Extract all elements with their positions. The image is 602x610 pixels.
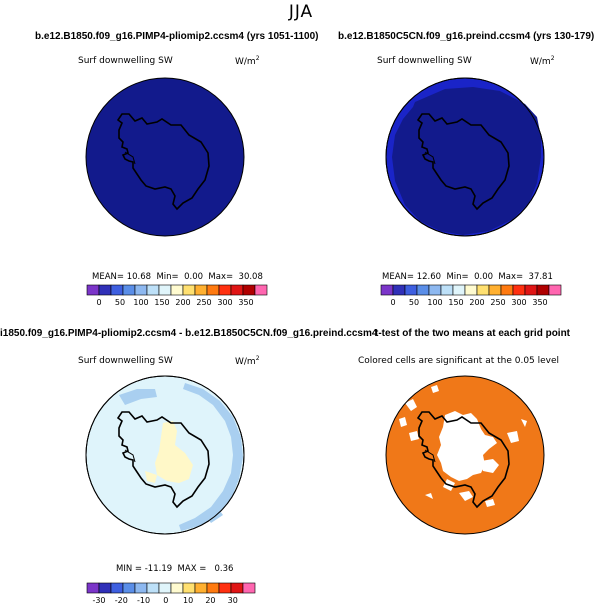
colorbar1-swatch-2 bbox=[404, 284, 418, 296]
panel1-title: b.e12.B1850.f09_g16.PIMP4-pliomip2.ccsm4… bbox=[35, 31, 319, 42]
panel2-antarctica-coastline bbox=[416, 113, 510, 211]
panel2-title: b.e12.B1850C5CN.f09_g16.preind.ccsm4 (yr… bbox=[338, 31, 595, 42]
colorbar1-swatch-12 bbox=[524, 284, 538, 296]
colorbar1-tick-7: 350 bbox=[532, 298, 547, 307]
colorbar0-swatch-14 bbox=[254, 284, 268, 296]
colorbar2-swatch-9 bbox=[194, 582, 208, 594]
colorbar0-tick-3: 150 bbox=[154, 298, 169, 307]
colorbar1-swatch-10 bbox=[500, 284, 514, 296]
colorbar0-swatch-2 bbox=[110, 284, 124, 296]
colorbar0-swatch-1 bbox=[98, 284, 112, 296]
colorbar1-swatch-5 bbox=[440, 284, 454, 296]
colorbar2-tick-6: 30 bbox=[228, 596, 238, 605]
panel3-antarctica-coastline bbox=[116, 411, 210, 509]
panel4-antarctica-coastline bbox=[416, 411, 510, 509]
colorbar1-tick-4: 200 bbox=[469, 298, 484, 307]
colorbar0-tick-4: 200 bbox=[175, 298, 190, 307]
panel2-map bbox=[385, 77, 545, 237]
colorbar0-tick-7: 350 bbox=[238, 298, 253, 307]
panel3-variable: Surf downwelling SW bbox=[78, 356, 173, 366]
colorbar2-swatch-3 bbox=[122, 582, 136, 594]
colorbar1-swatch-6 bbox=[452, 284, 466, 296]
colorbar1-tick-6: 300 bbox=[511, 298, 526, 307]
colorbar2-tick-3: 0 bbox=[163, 596, 168, 605]
season-title: JJA bbox=[288, 2, 314, 22]
panel1-variable: Surf downwelling SW bbox=[78, 56, 173, 66]
colorbar2-swatch-13 bbox=[242, 582, 256, 594]
colorbar0-swatch-0 bbox=[86, 284, 100, 296]
colorbar0-tick-5: 250 bbox=[196, 298, 211, 307]
panel3-units: W/m2 bbox=[235, 355, 260, 367]
colorbar1-tick-1: 50 bbox=[409, 298, 419, 307]
panel2-stats: MEAN= 12.60 Min= 0.00 Max= 37.81 bbox=[382, 272, 553, 282]
colorbar0-swatch-12 bbox=[230, 284, 244, 296]
panel3-title: i1850.f09_g16.PIMP4-pliomip2.ccsm4 - b.e… bbox=[0, 328, 378, 339]
panel3-map bbox=[85, 375, 245, 535]
colorbar0-swatch-8 bbox=[182, 284, 196, 296]
colorbar1-swatch-3 bbox=[416, 284, 430, 296]
panel1-units: W/m2 bbox=[235, 55, 260, 67]
colorbar2-swatch-6 bbox=[158, 582, 172, 594]
panel3-anomaly-band bbox=[179, 383, 243, 531]
colorbar0-swatch-10 bbox=[206, 284, 220, 296]
colorbar0-swatch-3 bbox=[122, 284, 136, 296]
colorbar1-tick-5: 250 bbox=[490, 298, 505, 307]
panel1-ocean bbox=[85, 77, 245, 237]
colorbar1-swatch-11 bbox=[512, 284, 526, 296]
colorbar2-tick-2: -10 bbox=[137, 596, 150, 605]
colorbar2-tick-0: -30 bbox=[92, 596, 105, 605]
colorbar1-swatch-8 bbox=[476, 284, 490, 296]
colorbar2-swatch-1 bbox=[98, 582, 112, 594]
colorbar1-swatch-14 bbox=[548, 284, 562, 296]
colorbar0-swatch-9 bbox=[194, 284, 208, 296]
colorbar2-tick-1: -20 bbox=[115, 596, 128, 605]
colorbar2-swatch-2 bbox=[110, 582, 124, 594]
colorbar2-swatch-11 bbox=[218, 582, 232, 594]
colorbar1-swatch-13 bbox=[536, 284, 550, 296]
panel4-map bbox=[385, 375, 545, 535]
colorbar2-tick-5: 20 bbox=[205, 596, 215, 605]
colorbar1-tick-3: 150 bbox=[448, 298, 463, 307]
panel4-nonsignificant-cells bbox=[399, 385, 527, 507]
colorbar0-tick-0: 0 bbox=[96, 298, 101, 307]
colorbar1-swatch-1 bbox=[392, 284, 406, 296]
colorbar1-swatch-7 bbox=[464, 284, 478, 296]
colorbar2-swatch-10 bbox=[206, 582, 220, 594]
panel2-variable: Surf downwelling SW bbox=[377, 56, 472, 66]
colorbar2-swatch-5 bbox=[146, 582, 160, 594]
colorbar2-tick-4: 10 bbox=[183, 596, 193, 605]
panel4-title: t-test of the two means at each grid poi… bbox=[375, 328, 571, 339]
colorbar0-swatch-13 bbox=[242, 284, 256, 296]
colorbar0-tick-6: 300 bbox=[217, 298, 232, 307]
panel3-stats: MIN = -11.19 MAX = 0.36 bbox=[116, 564, 234, 574]
colorbar1-swatch-9 bbox=[488, 284, 502, 296]
colorbar2-swatch-0 bbox=[86, 582, 100, 594]
panel2-inner-region bbox=[392, 87, 541, 235]
colorbar0-swatch-7 bbox=[170, 284, 184, 296]
panel3-land-anomaly bbox=[155, 421, 193, 483]
panel2-units: W/m2 bbox=[530, 55, 555, 67]
panel1-colorbar: 0 50 100 150 200 250 300 350 bbox=[86, 284, 268, 307]
colorbar0-tick-1: 50 bbox=[115, 298, 125, 307]
colorbar0-swatch-6 bbox=[158, 284, 172, 296]
colorbar2-swatch-4 bbox=[134, 582, 148, 594]
panel1-antarctica-coastline bbox=[116, 113, 210, 211]
panel1-stats: MEAN= 10.68 Min= 0.00 Max= 30.08 bbox=[92, 272, 263, 282]
colorbar0-swatch-5 bbox=[146, 284, 160, 296]
panel4-subtitle: Colored cells are significant at the 0.0… bbox=[358, 356, 560, 366]
colorbar1-swatch-4 bbox=[428, 284, 442, 296]
panel2-colorbar: 0 50 100 150 200 250 300 350 bbox=[380, 284, 562, 307]
panel3-colorbar: -30 -20 -10 0 10 20 30 bbox=[86, 582, 256, 605]
colorbar0-swatch-4 bbox=[134, 284, 148, 296]
colorbar2-swatch-12 bbox=[230, 582, 244, 594]
colorbar0-swatch-11 bbox=[218, 284, 232, 296]
colorbar2-swatch-7 bbox=[170, 582, 184, 594]
colorbar2-swatch-8 bbox=[182, 582, 196, 594]
colorbar0-tick-2: 100 bbox=[133, 298, 148, 307]
colorbar1-swatch-0 bbox=[380, 284, 394, 296]
colorbar1-tick-2: 100 bbox=[427, 298, 442, 307]
panel1-map bbox=[85, 77, 245, 237]
colorbar1-tick-0: 0 bbox=[390, 298, 395, 307]
